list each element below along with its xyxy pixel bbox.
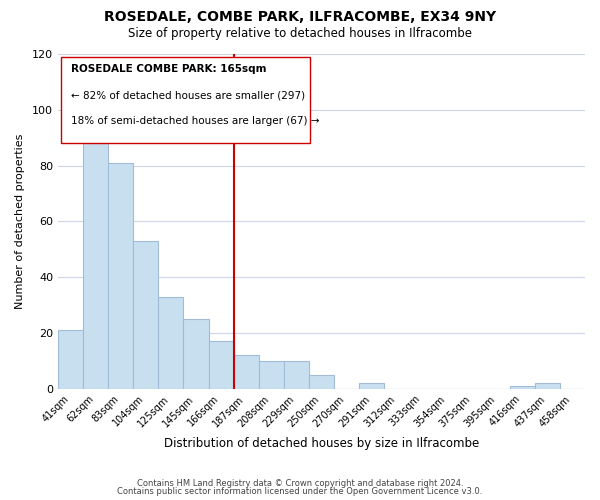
Bar (83, 140, 108, 389)
Bar (184, 319, 209, 389)
Bar (58, 330, 83, 389)
Bar (510, 386, 535, 389)
Text: 18% of semi-detached houses are larger (67) →: 18% of semi-detached houses are larger (… (71, 116, 320, 126)
Text: ROSEDALE, COMBE PARK, ILFRACOMBE, EX34 9NY: ROSEDALE, COMBE PARK, ILFRACOMBE, EX34 9… (104, 10, 496, 24)
Text: Contains public sector information licensed under the Open Government Licence v3: Contains public sector information licen… (118, 487, 482, 496)
Text: Size of property relative to detached houses in Ilfracombe: Size of property relative to detached ho… (128, 28, 472, 40)
X-axis label: Distribution of detached houses by size in Ilfracombe: Distribution of detached houses by size … (164, 437, 479, 450)
Text: ROSEDALE COMBE PARK: 165sqm: ROSEDALE COMBE PARK: 165sqm (71, 64, 266, 74)
Bar (309, 375, 334, 389)
FancyBboxPatch shape (61, 58, 310, 142)
Text: Contains HM Land Registry data © Crown copyright and database right 2024.: Contains HM Land Registry data © Crown c… (137, 478, 463, 488)
Y-axis label: Number of detached properties: Number of detached properties (15, 134, 25, 309)
Bar (359, 384, 384, 389)
Bar (284, 361, 309, 389)
Bar (535, 384, 560, 389)
Text: ← 82% of detached houses are smaller (297): ← 82% of detached houses are smaller (29… (71, 91, 305, 101)
Bar (108, 163, 133, 389)
Bar (209, 342, 233, 389)
Bar (133, 241, 158, 389)
Bar (233, 356, 259, 389)
Bar (158, 297, 184, 389)
Bar (259, 361, 284, 389)
